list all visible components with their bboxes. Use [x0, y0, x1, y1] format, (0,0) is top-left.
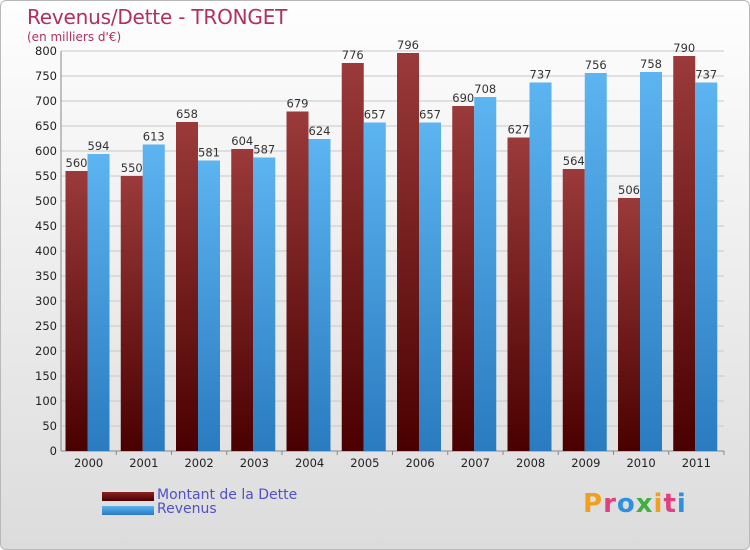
data-label-revenue: 624: [309, 124, 331, 138]
bar-revenue: [253, 157, 276, 451]
bars: [65, 53, 718, 451]
x-tick-label: 2006: [405, 456, 434, 470]
bar-debt: [618, 198, 640, 451]
data-label-revenue: 758: [640, 57, 662, 71]
chart-title: Revenus/Dette - TRONGET: [27, 5, 288, 29]
data-label-revenue: 737: [695, 68, 717, 82]
bar-revenue: [584, 73, 607, 451]
data-label-debt: 506: [618, 183, 640, 197]
bar-revenue: [640, 72, 662, 451]
bar-debt: [341, 63, 364, 451]
x-tick-label: 2009: [571, 456, 600, 470]
y-tick-label: 100: [35, 394, 57, 408]
y-tick-label: 50: [42, 419, 57, 433]
data-label-revenue: 708: [474, 82, 496, 96]
data-label-revenue: 657: [364, 108, 386, 122]
x-tick-label: 2004: [295, 456, 324, 470]
data-label-revenue: 657: [419, 108, 441, 122]
bar-revenue: [363, 122, 386, 451]
bar-debt: [65, 171, 88, 451]
bar-debt: [452, 106, 475, 451]
bar-debt: [507, 137, 530, 451]
bar-revenue: [695, 82, 718, 451]
x-tick-label: 2007: [461, 456, 490, 470]
y-tick-label: 250: [35, 319, 57, 333]
legend-label-revenue: Revenus: [157, 501, 217, 517]
y-tick-label: 750: [35, 69, 57, 83]
bar-debt: [673, 56, 696, 451]
y-tick-label: 300: [35, 294, 57, 308]
y-tick-label: 350: [35, 269, 57, 283]
data-label-debt: 564: [563, 154, 585, 168]
bar-debt: [562, 169, 585, 451]
data-label-debt: 796: [397, 38, 419, 52]
bar-revenue: [308, 139, 331, 451]
x-tick-label: 2002: [184, 456, 213, 470]
bar-debt: [397, 53, 419, 451]
data-label-debt: 679: [287, 97, 309, 111]
bar-revenue: [419, 122, 441, 451]
x-tick-label: 2011: [682, 456, 711, 470]
x-tick-label: 2000: [74, 456, 103, 470]
proxiti-logo: Proxiti: [583, 489, 687, 519]
y-tick-label: 200: [35, 344, 57, 358]
bar-debt: [120, 176, 143, 451]
x-tick-label: 2003: [240, 456, 269, 470]
bar-debt: [176, 122, 198, 451]
y-tick-label: 150: [35, 369, 57, 383]
bar-revenue: [142, 144, 165, 451]
data-label-revenue: 594: [88, 139, 110, 153]
data-label-debt: 776: [342, 48, 364, 62]
bar-revenue: [198, 160, 220, 451]
x-tick-label: 2010: [626, 456, 655, 470]
data-label-debt: 550: [121, 161, 143, 175]
y-tick-label: 600: [35, 144, 57, 158]
bar-revenue: [529, 82, 552, 451]
data-label-debt: 790: [673, 41, 695, 55]
y-tick-label: 800: [35, 44, 57, 58]
data-label-debt: 560: [66, 156, 88, 170]
bar-revenue: [87, 154, 110, 451]
data-label-debt: 604: [231, 134, 253, 148]
y-tick-label: 450: [35, 219, 57, 233]
bar-revenue: [474, 97, 497, 451]
data-label-debt: 658: [176, 107, 198, 121]
legend-label-debt: Montant de la Dette: [157, 487, 298, 503]
y-tick-label: 550: [35, 169, 57, 183]
chart-subtitle: (en milliers d'€): [27, 30, 122, 44]
data-label-revenue: 737: [530, 68, 552, 82]
y-tick-label: 400: [35, 244, 57, 258]
x-tick-label: 2008: [516, 456, 545, 470]
data-label-revenue: 587: [253, 143, 275, 157]
y-tick-label: 500: [35, 194, 57, 208]
y-tick-label: 650: [35, 119, 57, 133]
bar-debt: [286, 111, 309, 451]
y-tick-label: 700: [35, 94, 57, 108]
x-tick-label: 2005: [350, 456, 379, 470]
data-label-revenue: 613: [143, 130, 165, 144]
data-label-revenue: 581: [198, 146, 220, 160]
data-label-debt: 627: [508, 123, 530, 137]
data-label-revenue: 756: [585, 58, 607, 72]
x-tick-label: 2001: [129, 456, 158, 470]
data-label-debt: 690: [452, 91, 474, 105]
bar-debt: [231, 149, 254, 451]
y-tick-label: 0: [50, 444, 57, 458]
legend-swatch-debt: [102, 492, 154, 501]
legend-swatch-revenue: [102, 506, 154, 515]
axes: 0 50 100 150 200 250 300 350 400 450 500 550 600 650 7…: [35, 44, 725, 470]
